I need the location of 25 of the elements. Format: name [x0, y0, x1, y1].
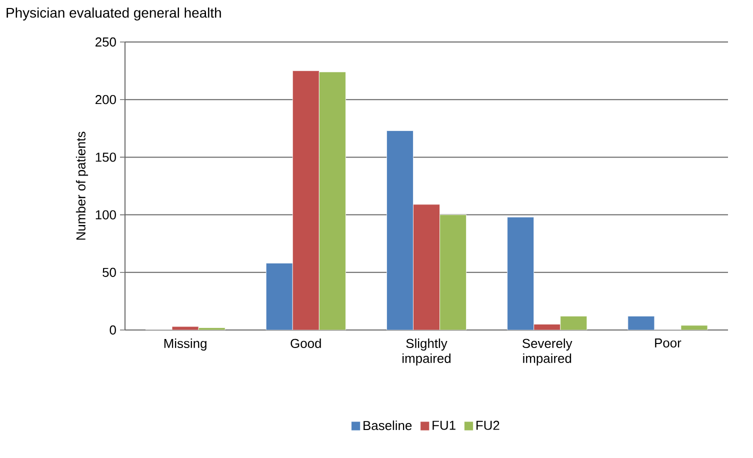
y-tick-label: 150 [96, 152, 116, 162]
bar [507, 216, 534, 330]
bar [318, 72, 346, 330]
bar [292, 70, 320, 330]
bar [413, 204, 440, 330]
x-tick-label: Slightly impaired [402, 338, 450, 366]
y-tick-label: 200 [96, 95, 116, 104]
y-tick-label: 250 [96, 37, 116, 47]
legend-label: FU1 [432, 420, 456, 430]
y-tick-label: 100 [96, 210, 116, 220]
chart-title: Physician evaluated general health [6, 7, 221, 20]
bar [266, 262, 293, 330]
x-tick-label: Good [290, 338, 321, 348]
bar [440, 214, 466, 330]
y-tick-label: 0 [110, 325, 116, 335]
x-tick-label: Missing [164, 338, 206, 351]
x-tick-label: Severely impaired [522, 338, 572, 366]
y-tick-label: 50 [102, 268, 116, 277]
x-tick-label: Poor [655, 338, 682, 348]
bar [560, 316, 587, 330]
y-axis-title: Number of patients [76, 132, 88, 240]
legend-label: Baseline [364, 420, 412, 430]
legend-label: FU2 [476, 420, 500, 430]
bar [386, 130, 414, 330]
bar [628, 316, 655, 330]
